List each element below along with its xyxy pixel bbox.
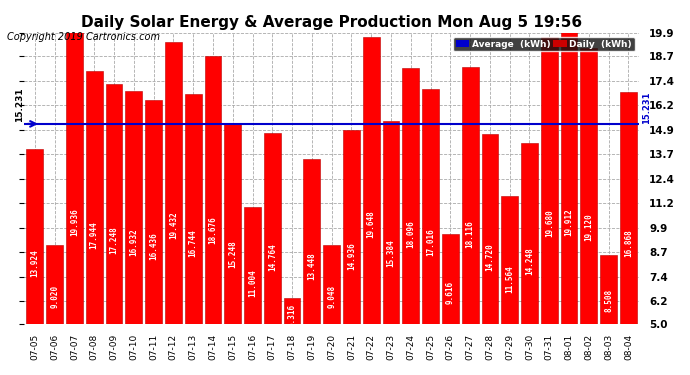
Text: 13.924: 13.924: [30, 249, 39, 277]
Bar: [126, 91, 142, 324]
Text: 14.936: 14.936: [347, 242, 356, 270]
Text: 19.680: 19.680: [545, 210, 554, 237]
Bar: [165, 42, 181, 324]
Bar: [323, 245, 340, 324]
Text: 11.564: 11.564: [505, 265, 514, 293]
Bar: [343, 130, 359, 324]
Text: 18.096: 18.096: [406, 220, 415, 248]
Text: 9.048: 9.048: [327, 285, 336, 308]
Bar: [284, 298, 300, 324]
Text: 19.936: 19.936: [70, 208, 79, 236]
Text: 8.508: 8.508: [604, 288, 613, 312]
Text: 14.764: 14.764: [268, 243, 277, 271]
Text: 15.231: 15.231: [15, 87, 24, 122]
Text: 6.316: 6.316: [288, 303, 297, 327]
Bar: [541, 37, 558, 324]
Text: 13.448: 13.448: [307, 252, 316, 280]
Bar: [244, 207, 261, 324]
Text: 16.868: 16.868: [624, 229, 633, 256]
Bar: [580, 48, 598, 324]
Bar: [502, 196, 518, 324]
Text: 18.116: 18.116: [466, 220, 475, 248]
Text: 17.016: 17.016: [426, 228, 435, 256]
Bar: [561, 32, 578, 324]
Bar: [442, 234, 459, 324]
Text: 9.616: 9.616: [446, 281, 455, 304]
Bar: [204, 57, 221, 324]
Bar: [26, 150, 43, 324]
Bar: [264, 133, 281, 324]
Text: 19.912: 19.912: [564, 208, 573, 236]
Text: 16.932: 16.932: [129, 228, 138, 256]
Text: 19.648: 19.648: [366, 210, 376, 238]
Text: 15.248: 15.248: [228, 240, 237, 268]
Title: Daily Solar Energy & Average Production Mon Aug 5 19:56: Daily Solar Energy & Average Production …: [81, 15, 582, 30]
Text: 18.676: 18.676: [208, 216, 217, 244]
Text: 11.004: 11.004: [248, 269, 257, 297]
Bar: [462, 68, 479, 324]
Bar: [521, 143, 538, 324]
Legend: Average  (kWh), Daily  (kWh): Average (kWh), Daily (kWh): [453, 37, 635, 51]
Bar: [402, 68, 420, 324]
Bar: [363, 38, 380, 324]
Bar: [66, 32, 83, 324]
Bar: [422, 89, 439, 324]
Bar: [86, 71, 103, 324]
Text: 17.944: 17.944: [90, 222, 99, 249]
Bar: [620, 92, 637, 324]
Bar: [145, 100, 162, 324]
Bar: [46, 245, 63, 324]
Text: Copyright 2019 Cartronics.com: Copyright 2019 Cartronics.com: [7, 32, 160, 42]
Bar: [304, 159, 320, 324]
Text: 15.384: 15.384: [386, 239, 395, 267]
Bar: [224, 123, 241, 324]
Text: 14.248: 14.248: [525, 247, 534, 274]
Bar: [106, 84, 122, 324]
Text: 17.248: 17.248: [110, 226, 119, 254]
Text: 16.436: 16.436: [149, 232, 158, 260]
Text: 19.432: 19.432: [169, 211, 178, 239]
Bar: [600, 255, 617, 324]
Text: 9.020: 9.020: [50, 285, 59, 308]
Bar: [185, 94, 201, 324]
Text: 16.744: 16.744: [188, 230, 197, 258]
Text: 14.720: 14.720: [485, 244, 495, 272]
Text: 15.231: 15.231: [642, 92, 651, 124]
Bar: [482, 134, 498, 324]
Text: 19.120: 19.120: [584, 213, 593, 241]
Bar: [382, 121, 400, 324]
